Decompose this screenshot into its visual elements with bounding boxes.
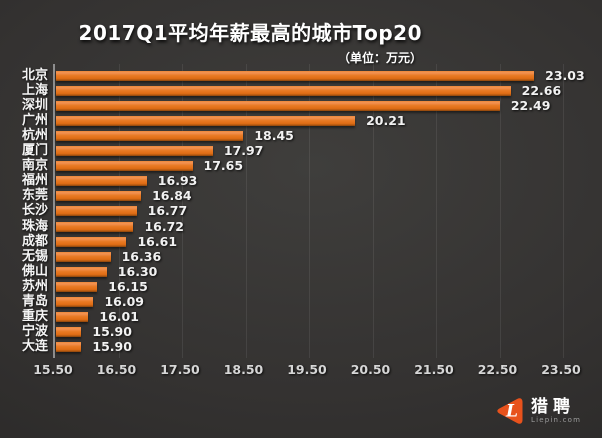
chart-bar (56, 101, 500, 112)
city-label: 成都 (21, 233, 48, 249)
x-axis-tick-label: 22.50 (477, 362, 518, 377)
gridline (563, 64, 564, 358)
value-label: 15.90 (92, 323, 132, 339)
x-axis-tick-label: 19.50 (287, 362, 327, 377)
chart-bar (56, 116, 356, 127)
logo-domain: Liepin.com (531, 416, 582, 424)
city-label: 北京 (21, 68, 48, 83)
city-label: 深圳 (21, 98, 48, 114)
city-label: 大连 (21, 338, 48, 354)
x-axis-tick-label: 20.50 (350, 362, 391, 377)
city-label: 东莞 (21, 188, 48, 204)
x-axis-tick-label: 17.50 (160, 362, 200, 377)
liepin-logo: L 猎聘 Liepin.com (494, 395, 581, 427)
city-label: 杭州 (21, 128, 48, 144)
chart-bar (56, 236, 127, 247)
city-label: 苏州 (21, 278, 48, 294)
city-label: 宁波 (21, 323, 48, 339)
chart-bar (56, 146, 213, 157)
chart-bar (56, 206, 137, 217)
x-axis-tick-label: 16.50 (96, 362, 137, 377)
chart-bar (56, 191, 142, 202)
svg-text:L: L (505, 402, 518, 422)
logo-name: 猎聘 (531, 397, 575, 417)
chart-bar (56, 251, 111, 262)
chart-bar (56, 326, 82, 337)
value-label: 17.65 (203, 158, 244, 174)
chart-bar (56, 341, 82, 352)
value-label: 16.36 (121, 248, 162, 264)
value-label: 18.45 (254, 128, 294, 144)
gridline (245, 64, 247, 358)
value-label: 16.30 (117, 263, 158, 279)
city-label: 厦门 (21, 143, 48, 159)
x-axis-tick-label: 21.50 (414, 362, 454, 377)
gridline (309, 64, 310, 358)
gridline (499, 64, 501, 358)
x-axis-tick-label: 18.50 (223, 362, 264, 377)
chart-bar (56, 176, 147, 187)
chart-bar (56, 131, 244, 142)
liepin-play-triangle-icon: L (497, 398, 523, 424)
city-label: 佛山 (21, 263, 48, 279)
value-label: 15.90 (92, 338, 132, 354)
city-label: 南京 (21, 158, 48, 174)
chart-bar (56, 281, 98, 292)
chart-bar (56, 296, 94, 307)
gridline (182, 64, 183, 358)
city-label: 广州 (21, 113, 48, 129)
value-label: 16.77 (147, 203, 188, 219)
value-label: 16.61 (137, 233, 178, 249)
chart-bar (56, 71, 535, 81)
value-label: 20.21 (366, 113, 406, 129)
gridline (436, 64, 437, 358)
value-label: 17.97 (223, 143, 264, 159)
city-label: 上海 (21, 83, 48, 99)
chart-bar (56, 266, 107, 277)
value-label: 16.09 (104, 293, 144, 309)
title-block: 2017Q1平均年薪最高的城市Top20 （单位：万元） (0, 17, 422, 66)
gridline (372, 64, 374, 358)
x-axis-tick-label: 15.50 (33, 362, 73, 377)
value-label: 22.66 (521, 83, 562, 99)
value-label: 16.15 (108, 278, 148, 294)
chart-bar (56, 86, 511, 97)
value-label: 16.93 (157, 173, 198, 189)
city-label: 长沙 (21, 203, 48, 219)
x-axis: 15.50 16.50 17.50 18.50 19.50 20.50 21.50 22.50… (33, 362, 588, 378)
value-label: 16.72 (144, 218, 185, 234)
logo-text-block: 猎聘 Liepin.com (531, 398, 581, 424)
plot-area: 北京 23.03 上海 22.66 深圳 22.49 广州 20.21 杭州 18.45 厦门 17.… (22, 64, 590, 358)
chart-unit-note: （单位：万元） (337, 51, 422, 65)
value-label: 22.49 (510, 98, 551, 114)
chart-bar (56, 161, 193, 172)
city-label: 重庆 (21, 308, 48, 324)
value-label: 16.01 (99, 308, 139, 324)
city-label: 青岛 (21, 293, 48, 309)
chart-bar (56, 311, 89, 322)
chart-bar (56, 221, 134, 232)
x-axis-tick-label: 23.50 (541, 362, 581, 377)
city-label: 珠海 (21, 218, 48, 234)
city-label: 福州 (21, 173, 48, 189)
value-label: 16.84 (152, 188, 192, 204)
value-label: 23.03 (545, 68, 585, 83)
chart-title: 2017Q1平均年薪最高的城市Top20 (78, 21, 422, 45)
city-label: 无锡 (21, 248, 48, 264)
